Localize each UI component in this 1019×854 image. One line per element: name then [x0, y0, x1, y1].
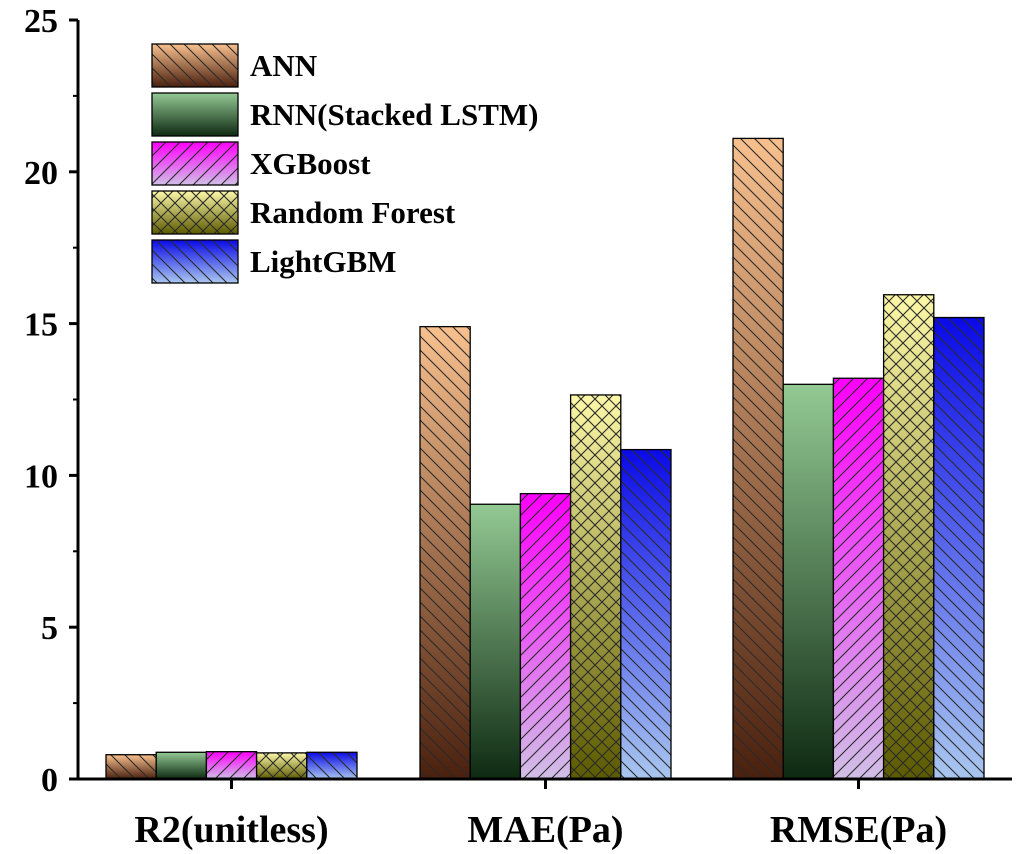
legend-label: LightGBM [250, 244, 396, 279]
bar-lightgbm-0 [306, 751, 358, 780]
legend-item-xgboost: XGBoost [151, 141, 371, 186]
y-tick-label: 20 [24, 155, 58, 192]
bar-rnn-stacked-lstm--1 [469, 503, 522, 780]
legend-swatch [151, 190, 239, 235]
bar-xgboost-1 [519, 492, 572, 780]
x-tick-label: R2(unitless) [134, 809, 328, 851]
legend: ANN RNN(Stacked LSTM) XGBoost Random Forest… [151, 43, 538, 284]
bar-lightgbm-1 [620, 448, 672, 780]
axes-layer: 0 5 10 15 20 25 R2(unitless) MAE(Pa) RMSE(Pa) [24, 3, 1012, 851]
legend-item-lightgbm: LightGBM [151, 239, 396, 284]
bar-ann-1 [419, 325, 471, 780]
legend-label: RNN(Stacked LSTM) [250, 97, 538, 132]
bar-ann-2 [732, 137, 784, 780]
legend-swatch [151, 239, 239, 284]
y-tick-label: 25 [24, 3, 58, 40]
y-tick-label: 0 [41, 762, 58, 799]
bar-random-forest-2 [882, 294, 935, 780]
y-tick-label: 10 [24, 458, 58, 495]
bar-rnn-stacked-lstm--0 [155, 751, 208, 780]
bars-layer [105, 137, 985, 780]
bar-random-forest-0 [255, 752, 308, 780]
legend-item-random-forest: Random Forest [151, 190, 456, 235]
legend-label: ANN [250, 48, 317, 83]
legend-swatch [151, 43, 239, 88]
x-tick-label: RMSE(Pa) [770, 809, 947, 851]
x-tick-label: MAE(Pa) [467, 809, 623, 851]
bar-xgboost-2 [832, 377, 885, 780]
bar-random-forest-1 [569, 394, 622, 780]
bar-ann-0 [105, 754, 157, 780]
bar-xgboost-0 [205, 751, 258, 780]
legend-swatch [151, 141, 239, 186]
legend-label: Random Forest [250, 195, 456, 230]
legend-item-ann: ANN [151, 43, 317, 88]
legend-item-rnn-stacked-lstm-: RNN(Stacked LSTM) [151, 92, 538, 137]
legend-swatch [151, 92, 239, 137]
legend-label: XGBoost [250, 146, 371, 181]
y-tick-label: 15 [24, 307, 58, 344]
bar-lightgbm-2 [933, 316, 985, 780]
y-tick-label: 5 [41, 610, 58, 647]
bar-rnn-stacked-lstm--2 [782, 383, 835, 780]
